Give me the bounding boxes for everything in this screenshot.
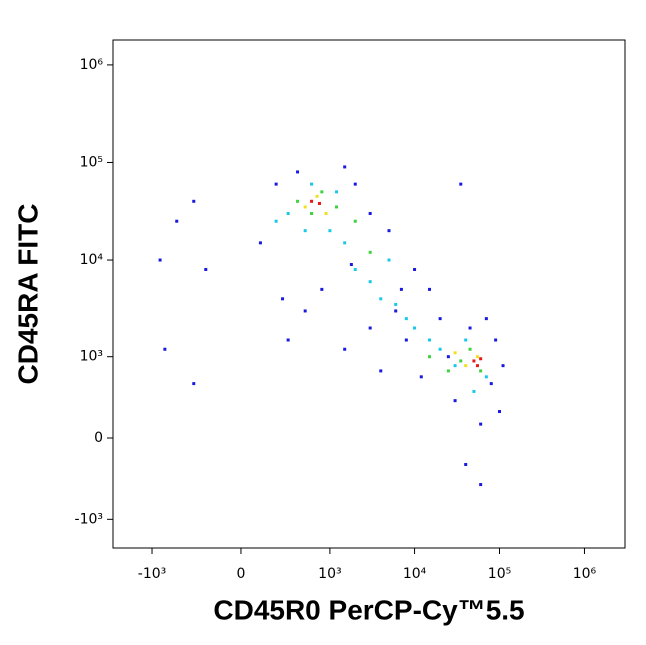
point: [475, 364, 479, 368]
point: [413, 267, 417, 271]
point: [343, 241, 347, 245]
point: [446, 369, 450, 373]
point: [303, 205, 307, 209]
x-tick-label: 10³: [318, 566, 341, 582]
point: [494, 338, 498, 342]
point: [394, 302, 398, 306]
point: [438, 347, 442, 351]
point: [438, 317, 442, 321]
point: [353, 219, 357, 223]
point: [464, 338, 468, 342]
point: [479, 483, 483, 487]
point: [428, 287, 432, 291]
point: [459, 359, 463, 363]
x-tick-label: 10⁶: [573, 566, 597, 582]
point: [453, 399, 457, 403]
point: [475, 355, 479, 359]
point: [320, 190, 324, 194]
point: [459, 182, 463, 186]
point: [404, 317, 408, 321]
point: [479, 422, 483, 426]
point: [501, 364, 505, 368]
point: [472, 389, 476, 393]
point: [489, 382, 493, 386]
x-tick-label: -10³: [138, 566, 166, 582]
point: [387, 258, 391, 262]
point: [484, 317, 488, 321]
point: [368, 211, 372, 215]
point: [204, 267, 208, 271]
point: [158, 258, 162, 262]
y-tick-label: -10³: [75, 511, 103, 527]
x-tick-label: 10⁴: [403, 566, 427, 582]
point: [453, 364, 457, 368]
point: [428, 338, 432, 342]
point: [472, 359, 476, 363]
point: [343, 165, 347, 169]
plot-frame: [112, 39, 626, 549]
point: [498, 410, 502, 414]
point: [387, 229, 391, 233]
point: [320, 287, 324, 291]
point: [335, 190, 339, 194]
point: [258, 241, 262, 245]
point: [274, 182, 278, 186]
point: [296, 170, 300, 174]
point: [328, 229, 332, 233]
point: [303, 309, 307, 313]
point: [175, 219, 179, 223]
point: [368, 280, 372, 284]
point: [368, 326, 372, 330]
point: [296, 199, 300, 203]
point: [404, 338, 408, 342]
point: [479, 357, 483, 361]
point: [464, 364, 468, 368]
point: [368, 250, 372, 254]
point: [318, 201, 322, 205]
point: [343, 347, 347, 351]
point: [399, 287, 403, 291]
point: [310, 211, 314, 215]
point: [286, 338, 290, 342]
point: [303, 229, 307, 233]
x-axis-title: CD45R0 PerCP-Cy™5.5: [213, 594, 524, 625]
point: [324, 211, 328, 215]
y-tick-label: 10⁵: [80, 154, 103, 170]
point: [468, 326, 472, 330]
point: [192, 199, 196, 203]
x-tick-label: 0: [236, 566, 245, 582]
y-axis-title: CD45RA FITC: [12, 204, 43, 385]
point: [349, 262, 353, 266]
point: [394, 309, 398, 313]
point: [353, 182, 357, 186]
point: [335, 205, 339, 209]
point: [379, 369, 383, 373]
point: [479, 369, 483, 373]
point: [281, 297, 285, 301]
y-tick-label: 10³: [80, 349, 103, 365]
y-tick-label: 10⁶: [80, 57, 104, 73]
point: [286, 211, 290, 215]
point: [453, 351, 457, 355]
point: [310, 199, 314, 203]
point: [413, 326, 417, 330]
x-tick-label: 10⁵: [488, 566, 511, 582]
point: [310, 182, 314, 186]
point: [163, 347, 167, 351]
point: [428, 355, 432, 359]
point: [192, 382, 196, 386]
y-tick-label: 10⁴: [80, 252, 104, 268]
y-tick-label: 0: [94, 430, 103, 446]
point: [446, 355, 450, 359]
point: [353, 267, 357, 271]
point: [315, 194, 319, 198]
point: [419, 375, 423, 379]
point: [468, 347, 472, 351]
point: [464, 462, 468, 466]
point: [379, 297, 383, 301]
point: [484, 375, 488, 379]
point: [274, 219, 278, 223]
